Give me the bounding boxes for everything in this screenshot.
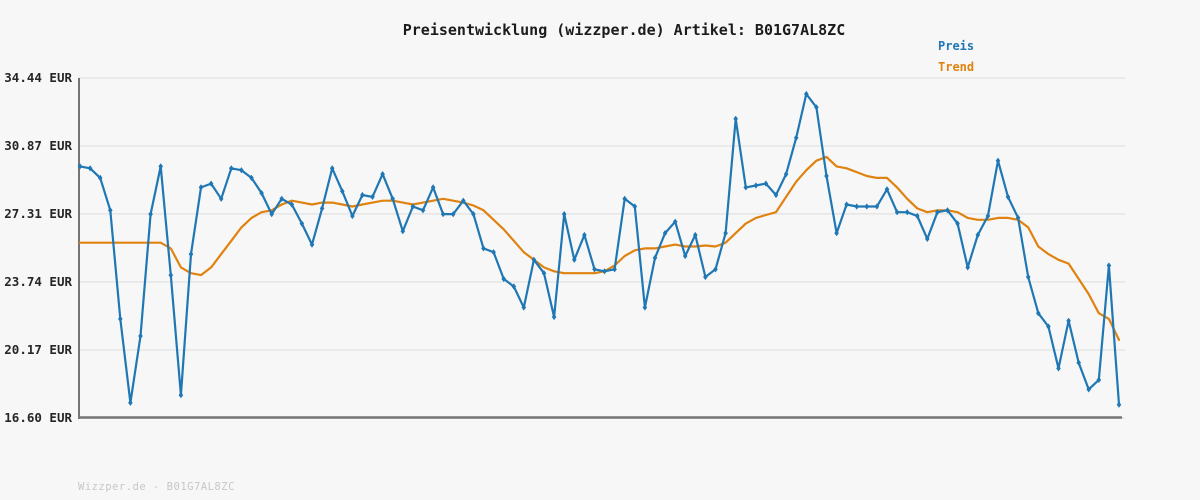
series-line-preis: [78, 92, 1121, 406]
y-tick-label: 20.17 EUR: [4, 341, 72, 357]
chart-title: Preisentwicklung (wizzper.de) Artikel: B…: [402, 21, 846, 39]
axes-spines: [78, 78, 1122, 419]
chart-legend: Preis Trend: [938, 39, 974, 74]
y-tick-label: 16.60 EUR: [4, 410, 72, 425]
legend-item-preis: Preis: [938, 39, 975, 53]
gridlines: [78, 77, 1125, 419]
y-tick-label: 34.44 EUR: [4, 70, 72, 85]
data-series: [77, 90, 1122, 408]
watermark-text: Wizzper.de - B01G7AL8ZC: [78, 481, 235, 493]
y-tick-label: 30.87 EUR: [4, 138, 72, 154]
y-tick-label: 27.31 EUR: [4, 205, 72, 221]
legend-item-trend: Trend: [938, 60, 975, 74]
y-tick-label: 23.74 EUR: [4, 273, 72, 289]
series-markers-preis: [77, 90, 1122, 408]
